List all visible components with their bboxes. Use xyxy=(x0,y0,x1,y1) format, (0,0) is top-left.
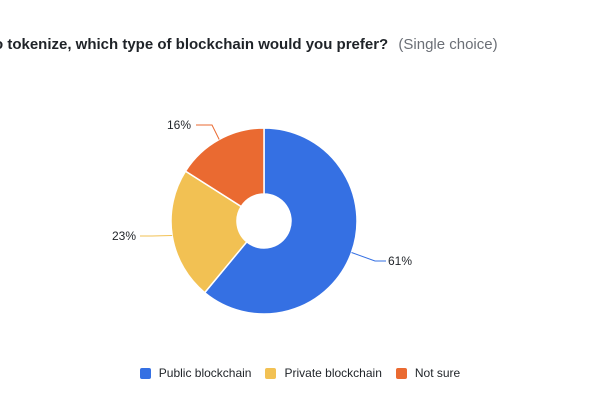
question-title: o tokenize, which type of blockchain wou… xyxy=(0,36,600,60)
question-text: o tokenize, which type of blockchain wou… xyxy=(0,36,389,53)
legend-label: Private blockchain xyxy=(284,366,382,380)
slice-private-blockchain[interactable] xyxy=(170,170,248,294)
slice-public-blockchain[interactable] xyxy=(203,127,358,315)
slice-not-sure[interactable] xyxy=(184,127,265,208)
legend-label: Public blockchain xyxy=(158,366,252,380)
data-label-not-sure: 16% xyxy=(167,118,191,132)
legend-item-not-sure[interactable]: Not sure xyxy=(395,366,461,380)
data-label-private-blockchain: 23% xyxy=(112,229,136,243)
leader-line-public-blockchain xyxy=(351,252,386,262)
legend-item-private-blockchain[interactable]: Private blockchain xyxy=(265,366,382,380)
legend-label: Not sure xyxy=(414,366,461,380)
data-label-public-blockchain: 61% xyxy=(388,254,412,268)
legend-swatch xyxy=(395,367,407,379)
legend-item-public-blockchain[interactable]: Public blockchain xyxy=(139,366,252,380)
leader-line-not-sure xyxy=(196,124,220,140)
legend-swatch xyxy=(139,367,151,379)
question-note: (Single choice) xyxy=(398,36,498,53)
legend-swatch xyxy=(265,367,277,379)
chart-legend: Public blockchain Private blockchain Not s… xyxy=(0,366,600,380)
